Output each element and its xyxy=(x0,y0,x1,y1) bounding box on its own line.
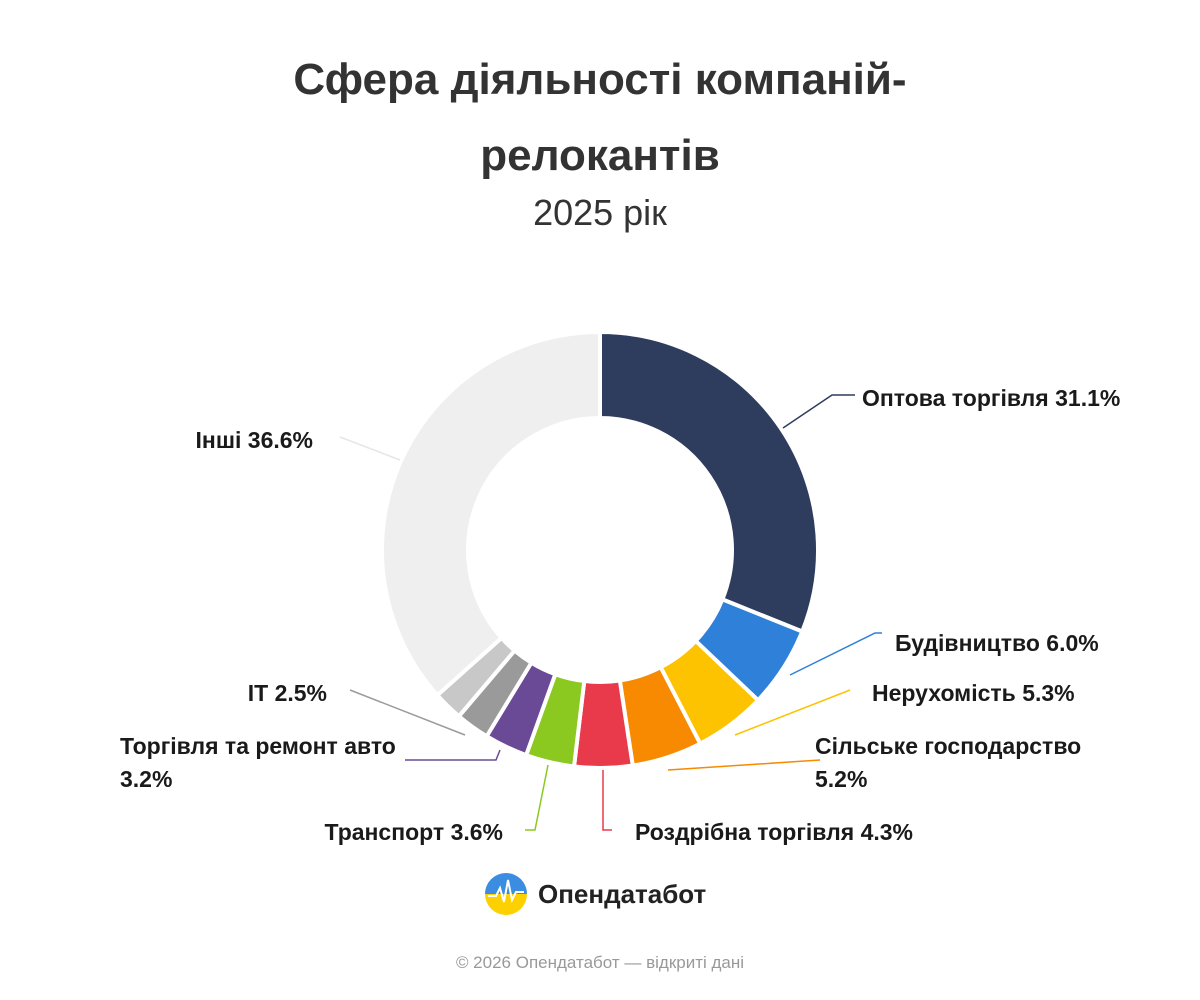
data-label: Роздрібна торгівля 4.3% xyxy=(635,816,995,849)
chart-subtitle: 2025 рік xyxy=(533,192,667,233)
footer: © 2026 Опендатабот — відкриті дані xyxy=(455,953,745,972)
data-label: Торгівля та ремонт авто 3.2% xyxy=(120,730,396,796)
data-label: IT 2.5% xyxy=(127,677,327,710)
leader-line xyxy=(405,749,501,761)
label-value: 3.2% xyxy=(120,766,173,792)
brand: Опендатабот xyxy=(484,872,706,916)
donut-segment xyxy=(380,330,602,698)
brand-logo xyxy=(485,873,527,915)
leader-line xyxy=(339,436,401,461)
data-label: Транспорт 3.6% xyxy=(223,816,503,849)
leader-line xyxy=(667,759,821,771)
leader-line xyxy=(782,394,855,429)
donut-segment xyxy=(598,330,820,634)
label-value: 31.1% xyxy=(1055,385,1121,411)
leader-line xyxy=(789,632,882,676)
label-value: 5.2% xyxy=(815,766,868,792)
label-value: 3.6% xyxy=(450,819,503,845)
leader-line xyxy=(602,770,612,831)
label-value: 36.6% xyxy=(247,427,313,453)
label-category: Транспорт xyxy=(324,819,445,845)
leader-line xyxy=(734,689,851,736)
label-category: Торгівля та ремонт авто xyxy=(120,733,396,759)
data-label: Інші 36.6% xyxy=(113,424,313,457)
data-label: Сільське господарство 5.2% xyxy=(815,730,1087,796)
label-value: 5.3% xyxy=(1022,680,1075,706)
leader-line xyxy=(525,764,549,831)
label-value: 6.0% xyxy=(1046,630,1099,656)
label-value: 2.5% xyxy=(274,680,327,706)
data-label: Оптова торгівля 31.1% xyxy=(862,382,1192,415)
label-category: Нерухомість xyxy=(872,680,1016,706)
label-category: Оптова торгівля xyxy=(862,385,1049,411)
data-label: Будівництво 6.0% xyxy=(895,627,1185,660)
label-value: 4.3% xyxy=(860,819,913,845)
label-category: IT xyxy=(247,680,269,706)
brand-name: Опендатабот xyxy=(538,878,707,909)
chart-title: Сфера діяльності компаній-релокантів xyxy=(293,55,907,180)
label-category: Роздрібна торгівля xyxy=(635,819,855,845)
data-label: Нерухомість 5.3% xyxy=(872,677,1172,710)
label-category: Сільське господарство xyxy=(815,733,1082,759)
label-category: Будівництво xyxy=(895,630,1040,656)
label-category: Інші xyxy=(195,427,242,453)
leader-line xyxy=(349,689,466,736)
